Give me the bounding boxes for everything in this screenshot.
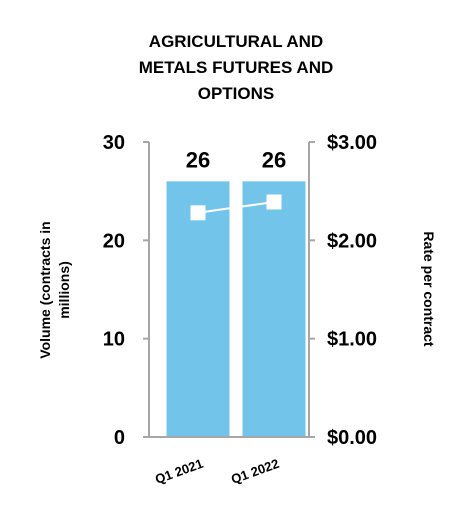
right-tick-label-4: $3.00 <box>327 132 377 154</box>
left-tick-label-3: 20 <box>103 230 125 252</box>
data-label-2: 26 <box>262 147 286 172</box>
left-axis-title-line-2: millions) <box>56 261 72 319</box>
chart-title-line-3: OPTIONS <box>198 84 275 103</box>
right-tick-label-3: $2.00 <box>327 230 377 252</box>
rate-marker-1 <box>190 205 206 221</box>
data-label-1: 26 <box>186 147 210 172</box>
x-tick-label-1: Q1 2021 <box>153 456 205 487</box>
chart-title-line-2: METALS FUTURES AND <box>139 58 334 77</box>
bar-2 <box>242 181 306 437</box>
left-tick-label-2: 10 <box>103 329 125 351</box>
x-tick-label-2: Q1 2022 <box>229 456 281 487</box>
left-axis-title-line-1: Volume (contracts in <box>37 221 53 358</box>
rate-marker-2 <box>266 194 282 210</box>
rate-line <box>197 200 275 214</box>
chart-title-line-1: AGRICULTURAL AND <box>149 32 323 51</box>
bar-1 <box>166 181 230 437</box>
right-tick-label-1: $0.00 <box>327 427 377 449</box>
plot-area: 26 26 0 10 20 30 $0.00 $1.00 $2.00 $3.00 Q1 2021 Q1… <box>103 132 377 487</box>
left-tick-label-1: 0 <box>114 427 125 449</box>
right-axis-title: Rate per contract <box>421 231 437 346</box>
right-tick-label-2: $1.00 <box>327 329 377 351</box>
left-tick-label-4: 30 <box>103 132 125 154</box>
